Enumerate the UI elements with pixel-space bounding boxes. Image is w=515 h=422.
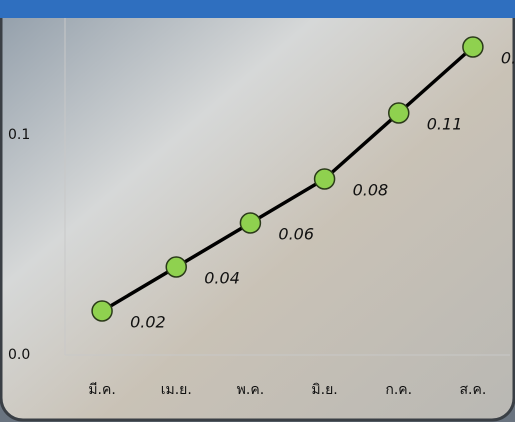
y-tick-label: 0.0 [8, 347, 30, 363]
marker [165, 256, 187, 278]
value-label: 0.11 [427, 115, 463, 134]
value-label: 0.04 [204, 269, 240, 288]
x-tick-label: ก.ค. [385, 382, 412, 398]
x-tick-label: พ.ค. [237, 382, 265, 398]
x-tick-label: มี.ค. [88, 382, 116, 398]
marker [388, 102, 410, 124]
value-label: 0.08 [353, 181, 389, 200]
top-bar [0, 0, 515, 18]
y-tick-label: 0.1 [8, 127, 30, 143]
marker [462, 36, 484, 58]
value-label: 0.02 [130, 313, 166, 332]
marker [91, 300, 113, 322]
value-label: 0.14 [501, 49, 515, 68]
x-tick-label: เม.ย. [161, 382, 192, 398]
value-label: 0.06 [278, 225, 314, 244]
x-tick-label: มิ.ย. [311, 382, 337, 398]
line [101, 45, 475, 313]
marker [313, 168, 336, 190]
x-tick-label: ส.ค. [460, 382, 487, 398]
marker [239, 212, 262, 234]
